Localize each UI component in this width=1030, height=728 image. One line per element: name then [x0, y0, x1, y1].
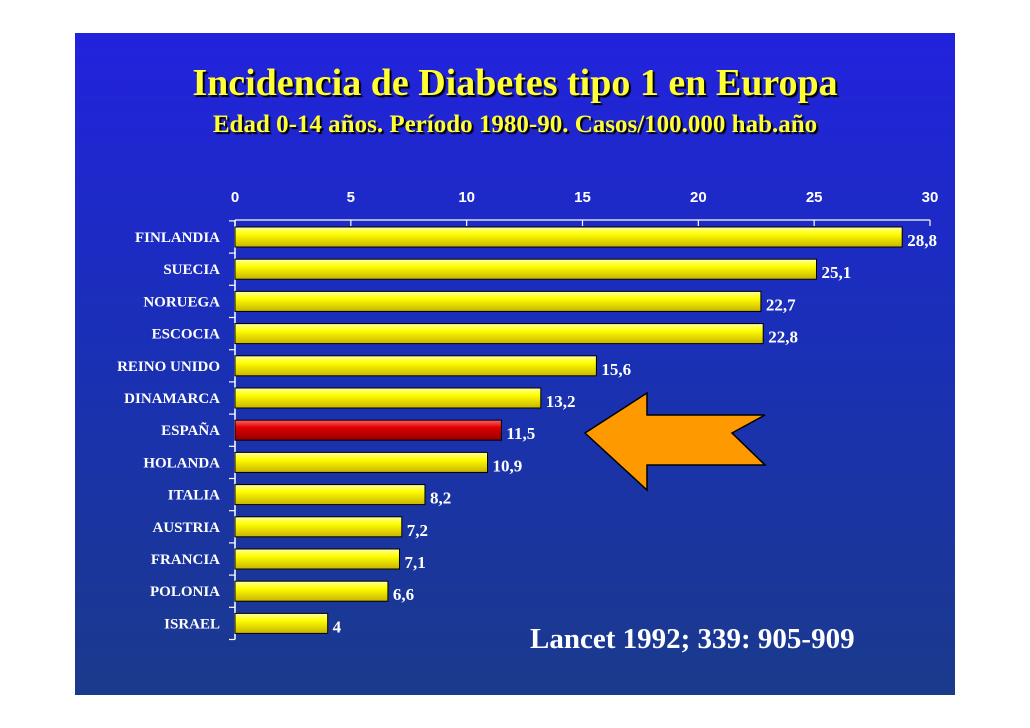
- category-label: HOLANDA: [143, 455, 220, 471]
- x-tick-label: 5: [347, 189, 355, 206]
- category-label: DINAMARCA: [124, 391, 220, 407]
- bar-escocia: [234, 323, 764, 345]
- data-label: 15,6: [601, 360, 631, 379]
- bar-israel: [234, 612, 329, 634]
- bar-francia: [234, 548, 400, 570]
- bar-finlandia: [234, 226, 903, 248]
- labels-layer: 0 5 10 15 20 25 30 FINLANDIA 28,8 SUECIA 25,1 NORUE…: [117, 189, 938, 636]
- bar-austria: [234, 516, 403, 538]
- category-label: AUSTRIA: [152, 520, 220, 536]
- data-label: 6,6: [393, 585, 414, 604]
- bars-layer: [234, 226, 903, 634]
- bar-chart: 0 5 10 15 20 25 30 FINLANDIA 28,8 SUECIA 25,1 NORUE…: [117, 189, 938, 641]
- x-tick-label: 15: [574, 189, 591, 206]
- category-label: REINO UNIDO: [117, 359, 220, 375]
- x-tick-label: 0: [231, 189, 239, 206]
- category-label: ESCOCIA: [152, 327, 221, 343]
- x-tick-label: 20: [690, 189, 707, 206]
- page-title: Incidencia de Diabetes tipo 1 en Europa: [192, 62, 838, 104]
- bar-dinamarca: [234, 387, 542, 409]
- category-label: SUECIA: [163, 262, 220, 278]
- data-label: 10,9: [493, 456, 523, 475]
- category-label: FRANCIA: [151, 552, 220, 568]
- x-tick-label: 10: [458, 189, 475, 206]
- bar-reino-unido: [234, 355, 597, 377]
- slide: Incidencia de Diabetes tipo 1 en Europa …: [75, 33, 955, 695]
- page-subtitle: Edad 0-14 años. Período 1980-90. Casos/1…: [212, 111, 818, 138]
- category-label: ITALIA: [168, 488, 220, 504]
- data-label: 4: [333, 617, 342, 636]
- x-tick-label: 30: [922, 189, 939, 206]
- category-label: POLONIA: [150, 584, 220, 600]
- citation: Lancet 1992; 339: 905-909: [530, 623, 855, 655]
- data-label: 25,1: [821, 263, 851, 282]
- data-label: 22,8: [768, 328, 798, 347]
- arrow-annotation: [583, 391, 767, 492]
- bar-holanda: [234, 451, 489, 473]
- category-label: ISRAEL: [164, 616, 220, 632]
- data-label: 7,1: [404, 553, 425, 572]
- bar-polonia: [234, 580, 389, 602]
- category-label: ESPAÑA: [161, 421, 220, 439]
- category-label: FINLANDIA: [135, 230, 220, 246]
- bar-italia: [234, 484, 426, 506]
- data-label: 13,2: [546, 392, 576, 411]
- x-tick-label: 25: [806, 189, 823, 206]
- data-label: 22,7: [766, 295, 796, 314]
- axis-layer: [229, 219, 931, 641]
- data-label: 28,8: [907, 231, 937, 250]
- bar-españa: [234, 419, 502, 441]
- data-label: 11,5: [506, 424, 535, 443]
- bar-noruega: [234, 290, 762, 312]
- category-label: NORUEGA: [143, 294, 220, 310]
- data-label: 7,2: [407, 521, 428, 540]
- data-label: 8,2: [430, 489, 451, 508]
- bar-suecia: [234, 258, 817, 280]
